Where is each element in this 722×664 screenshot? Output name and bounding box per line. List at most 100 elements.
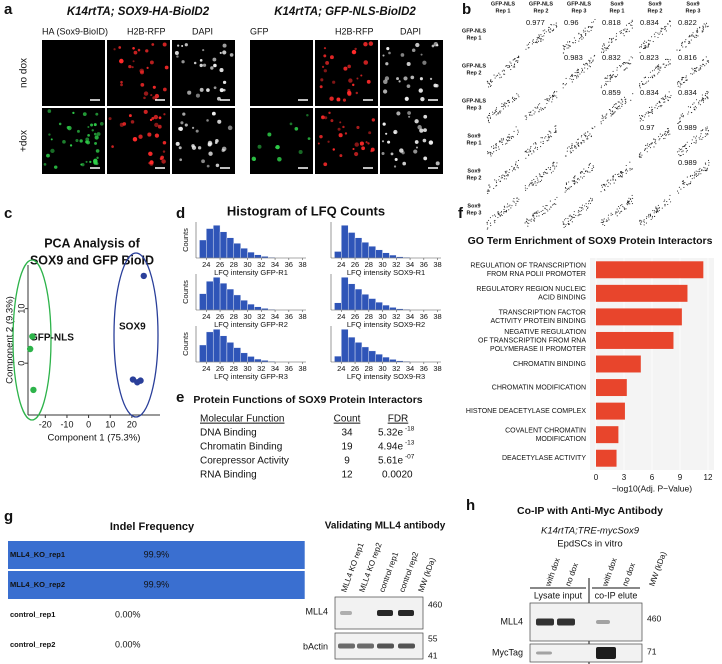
nucleus <box>152 96 156 100</box>
histogram-bar <box>199 293 207 311</box>
scatter-dot <box>693 67 695 69</box>
scatter-dot <box>693 177 695 179</box>
nucleus <box>370 147 375 152</box>
scatter-dot <box>528 222 530 224</box>
nucleus <box>352 147 355 151</box>
scatter-dot <box>620 205 622 207</box>
scatter-dot <box>656 210 658 212</box>
scatter-dot <box>527 225 529 227</box>
scatter-dot <box>503 102 505 104</box>
scatter-dot <box>619 31 621 33</box>
scatter-dot <box>664 26 666 28</box>
scatter-dot <box>577 177 579 180</box>
scatter-dot <box>700 130 702 132</box>
scatter-dot <box>490 146 493 148</box>
scatter-dot <box>569 214 571 216</box>
scatter-dot <box>651 142 653 144</box>
scatter-dot <box>506 203 509 205</box>
scatter-dot <box>656 107 658 109</box>
scatter-dot <box>664 131 666 133</box>
scatter-dot <box>708 162 710 164</box>
scatter-dot <box>553 161 555 163</box>
scatter-dot <box>681 79 683 81</box>
scatter-dot <box>546 99 548 101</box>
histogram-bar <box>382 304 390 311</box>
scatter-dot <box>554 125 556 127</box>
scatter-dot <box>508 171 510 174</box>
scatter-dot <box>574 175 576 177</box>
x-tick-label: 34 <box>271 364 279 373</box>
scatter-dot <box>699 27 701 29</box>
scatter-dot <box>600 191 602 193</box>
nucleus <box>217 96 221 101</box>
scatter-dot <box>526 188 528 190</box>
nucleus <box>182 112 186 116</box>
nucleus <box>195 93 200 98</box>
scatter-dot <box>539 175 541 177</box>
scatter-dot <box>616 106 618 108</box>
nucleus <box>433 83 438 88</box>
scatter-dot <box>580 37 582 39</box>
scatter-dot <box>678 153 680 156</box>
scatter-dot <box>679 82 681 85</box>
scatter-dot <box>495 144 497 146</box>
scatter-dot <box>644 114 646 116</box>
column-label: GFP-NLS <box>491 1 515 7</box>
scatter-dot <box>665 135 667 137</box>
scatter-dot <box>503 178 505 180</box>
scatter-dot <box>583 133 585 135</box>
nucleus <box>197 146 202 150</box>
x-tick-label: 12 <box>704 473 713 482</box>
histogram-bar <box>240 352 248 363</box>
scatter-dot <box>525 118 527 121</box>
scatter-dot <box>650 218 652 220</box>
scatter-dot <box>707 98 709 100</box>
scatter-dot <box>574 177 576 179</box>
y-tick-label: TRANSCRIPTION FACTOR <box>499 309 586 316</box>
x-tick-label: 36 <box>285 260 293 269</box>
scatter-dot <box>612 105 615 107</box>
scatter-dot <box>588 163 590 165</box>
scatter-dot <box>665 30 667 32</box>
row-label: Rep 2 <box>467 70 482 76</box>
nucleus <box>422 138 427 143</box>
y-tick-label: POLYMERASE II PROMOTER <box>490 346 586 353</box>
scatter-dot <box>563 46 566 48</box>
nucleus <box>50 148 55 154</box>
scatter-dot <box>539 109 541 111</box>
scatter-dot <box>619 107 621 109</box>
scatter-dot <box>572 180 574 182</box>
scatter-dot <box>632 93 634 95</box>
scatter-dot <box>487 82 489 84</box>
scatter-dot <box>515 98 518 100</box>
scatter-dot <box>653 74 655 76</box>
scatter-dot <box>657 73 659 75</box>
scatter-dot <box>625 164 627 167</box>
scatter-dot <box>604 116 606 118</box>
scatter-dot <box>544 171 546 173</box>
scatter-dot <box>687 113 689 115</box>
x-tick-label: 26 <box>216 364 224 373</box>
scatter-dot <box>609 109 611 111</box>
scatter-dot <box>551 30 553 32</box>
value-label: 99.9% <box>144 579 170 589</box>
scatter-dot <box>699 67 701 69</box>
scatter-dot <box>530 146 532 148</box>
scatter-dot <box>592 26 594 28</box>
scatter-dot <box>527 43 530 45</box>
scatter-dot <box>541 35 543 37</box>
scatter-dot <box>568 146 570 148</box>
scatter-dot <box>679 118 681 120</box>
scatter-dot <box>696 30 699 32</box>
x-tick-label: 34 <box>406 364 414 373</box>
scatter-dot <box>592 21 595 23</box>
nucleus <box>396 77 399 81</box>
scatter-dot <box>658 71 660 73</box>
scatter-dot <box>605 114 607 116</box>
scatter-dot <box>539 174 541 176</box>
nucleus <box>328 111 331 115</box>
histogram-bar <box>361 294 370 311</box>
scatter-dot <box>539 37 541 39</box>
lane-label: MW (kDa) <box>647 550 668 587</box>
histogram-bar <box>334 302 342 311</box>
